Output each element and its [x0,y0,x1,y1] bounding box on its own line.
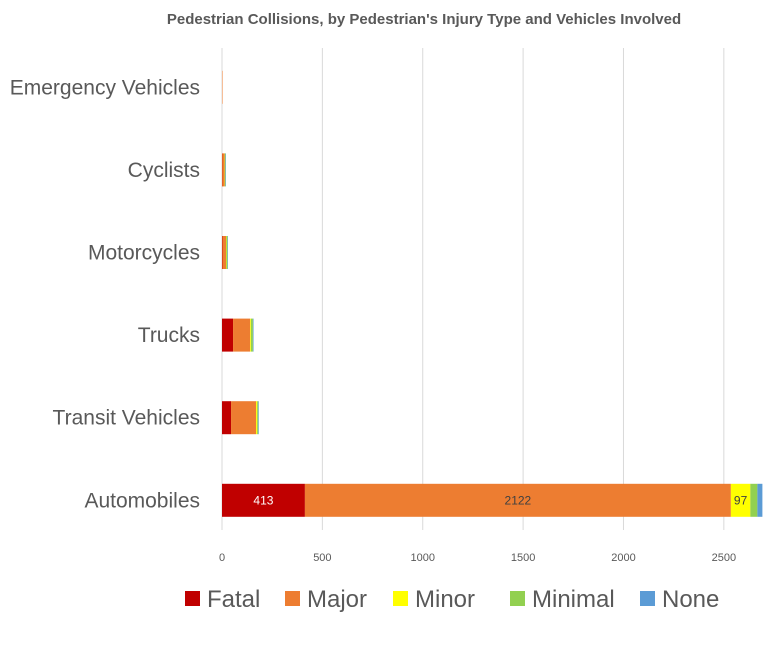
bar-automobiles-minimal [750,483,758,517]
legend-swatch-major [285,591,300,606]
legend-swatch-minimal [510,591,525,606]
bar-transit-vehicles-major [231,401,257,435]
data-labels: 413 2122 97 [253,493,747,507]
x-tick-label: 2000 [611,552,635,564]
category-label-trucks: Trucks [138,324,200,347]
x-tick-label: 0 [219,552,225,564]
bar-motorcycles-fatal [222,236,223,269]
legend-swatch-fatal [185,591,200,606]
bar-automobiles-fatal [222,483,305,517]
bar-transit-vehicles-fatal [222,401,232,435]
bar-transit-vehicles-minor [256,401,258,435]
gridlines [221,48,725,530]
bar-cyclists-minimal [224,153,226,187]
legend-label-major: Major [307,586,367,613]
data-label-automobiles-minor: 97 [734,493,748,507]
bar-automobiles-minor [730,483,751,517]
x-tick-labels: 0 500 1000 1500 2000 2500 [219,552,736,564]
x-tick-label: 2500 [712,552,736,564]
data-label-automobiles-fatal: 413 [253,493,273,507]
bar-cyclists-none [225,153,226,187]
bar-motorcycles-major [222,236,227,269]
category-label-cyclists: Cyclists [128,159,200,182]
bar-transit-vehicles-minimal [257,401,259,435]
category-label-emergency-vehicles: Emergency Vehicles [10,76,200,99]
bar-automobiles-none [757,483,763,517]
bar-emergency-vehicles-major [222,70,223,104]
x-tick-label: 1500 [511,552,535,564]
bar-trucks-fatal [222,318,234,352]
bar-trucks-none [252,318,254,352]
bar-motorcycles-minor [226,236,227,269]
category-label-motorcycles: Motorcycles [88,242,200,265]
x-tick-label: 500 [313,552,331,564]
legend-label-fatal: Fatal [207,586,260,613]
chart-title: Pedestrian Collisions, by Pedestrian's I… [167,11,681,28]
legend-label-none: None [662,586,719,613]
legend-label-minor: Minor [415,586,475,613]
bar-motorcycles-minimal [226,236,228,269]
bars [222,70,763,517]
legend: Fatal Major Minor Minimal None [185,586,719,613]
legend-swatch-minor [393,591,408,606]
bar-trucks-major [233,318,251,352]
bar-trucks-minor [250,318,251,352]
bar-cyclists-major [222,153,225,187]
legend-swatch-none [640,591,655,606]
bar-automobiles-major [304,483,731,517]
bar-trucks-minimal [250,318,253,352]
category-label-transit-vehicles: Transit Vehicles [53,407,200,430]
legend-label-minimal: Minimal [532,586,615,613]
category-label-automobiles: Automobiles [84,489,200,512]
data-label-automobiles-major: 2122 [505,493,532,507]
bar-transit-vehicles-none [258,401,259,435]
bar-motorcycles-none [227,236,228,269]
x-tick-label: 1000 [410,552,434,564]
category-labels: Emergency Vehicles Cyclists Motorcycles Tru… [10,76,200,512]
